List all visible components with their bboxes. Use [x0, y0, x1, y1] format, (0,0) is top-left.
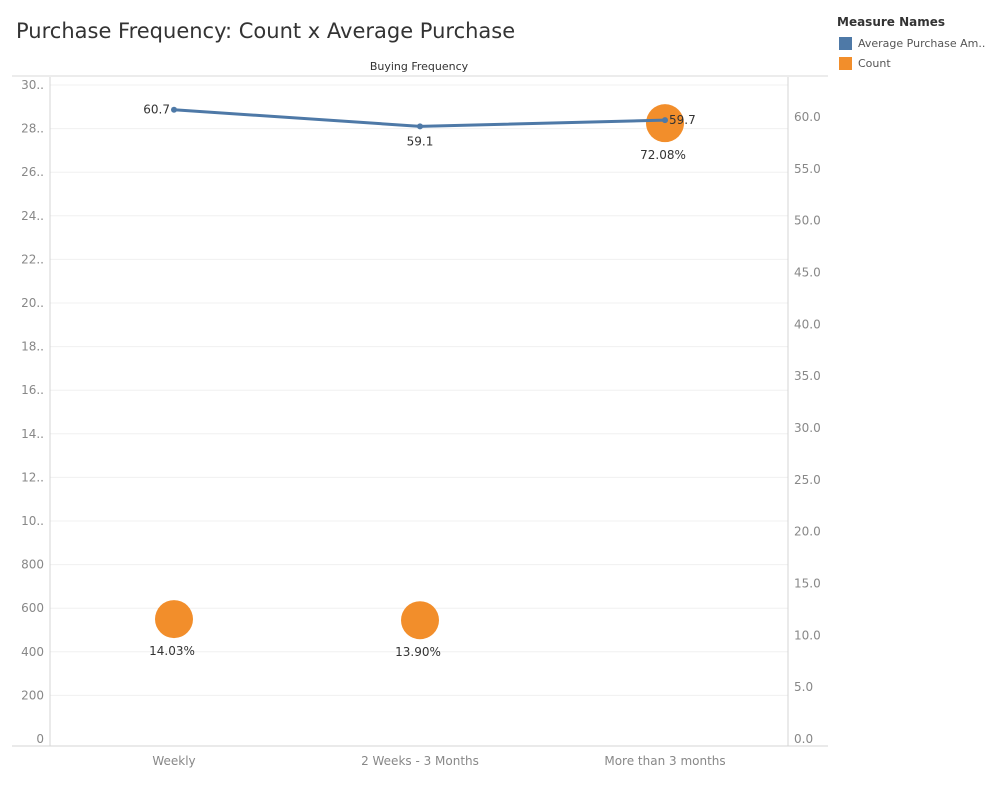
average-purchase-data-label: 59.1 — [407, 134, 434, 148]
count-data-label: 14.03% — [149, 644, 195, 658]
x-axis-category-label: Weekly — [152, 754, 195, 768]
chart-title: Purchase Frequency: Count x Average Purc… — [16, 19, 516, 43]
left-axis-tick-label: 22.. — [21, 252, 44, 266]
x-axis-category-label: More than 3 months — [604, 754, 725, 768]
left-axis-tick-label: 18.. — [21, 340, 44, 354]
column-header-label: Buying Frequency — [370, 60, 469, 73]
average-purchase-point — [662, 117, 668, 124]
count-data-label: 13.90% — [395, 645, 441, 659]
count-circle — [401, 601, 439, 640]
legend: Measure Names Average Purchase Am.. Coun… — [837, 15, 997, 73]
right-axis-tick-label: 60.0 — [794, 110, 821, 124]
right-axis-tick-label: 35.0 — [794, 369, 821, 383]
left-axis-tick-label: 20.. — [21, 296, 44, 310]
left-axis-tick-label: 0 — [36, 732, 44, 746]
left-axis-tick-label: 28.. — [21, 122, 44, 136]
average-purchase-data-label: 60.7 — [143, 103, 170, 117]
legend-swatch-average-purchase — [839, 36, 852, 50]
right-axis-tick-label: 0.0 — [794, 732, 813, 746]
legend-swatch-count — [839, 56, 852, 70]
right-axis-tick-label: 20.0 — [794, 525, 821, 539]
right-axis-tick-label: 5.0 — [794, 680, 813, 694]
average-purchase-point — [417, 123, 423, 130]
legend-item-count[interactable]: Count — [837, 53, 997, 73]
right-axis-tick-label: 10.0 — [794, 628, 821, 642]
left-axis-tick-label: 12.. — [21, 470, 44, 484]
average-purchase-data-label: 59.7 — [669, 113, 696, 127]
legend-label-count: Count — [858, 56, 891, 70]
x-axis-category-label: 2 Weeks - 3 Months — [361, 754, 479, 768]
right-axis-tick-label: 50.0 — [794, 214, 821, 228]
left-axis-tick-label: 800 — [21, 558, 44, 572]
left-axis-tick-label: 30.. — [21, 78, 44, 92]
left-axis-tick-label: 600 — [21, 601, 44, 615]
count-data-label: 72.08% — [640, 148, 686, 162]
right-axis-tick-label: 55.0 — [794, 162, 821, 176]
right-axis-tick-label: 30.0 — [794, 421, 821, 435]
count-circle — [646, 104, 684, 143]
average-purchase-point — [171, 106, 177, 113]
right-axis-tick-label: 40.0 — [794, 317, 821, 331]
right-axis-tick-label: 45.0 — [794, 266, 821, 280]
count-circle — [155, 600, 193, 639]
legend-label-average-purchase: Average Purchase Am.. — [858, 36, 986, 50]
left-axis-tick-label: 400 — [21, 645, 44, 659]
left-axis-tick-label: 14.. — [21, 427, 44, 441]
left-axis-tick-label: 16.. — [21, 383, 44, 397]
left-axis-tick-label: 24.. — [21, 209, 44, 223]
legend-title: Measure Names — [837, 15, 946, 29]
left-axis-tick-label: 200 — [21, 688, 44, 702]
left-axis-tick-label: 10.. — [21, 514, 44, 528]
legend-item-average-purchase[interactable]: Average Purchase Am.. — [837, 33, 997, 53]
right-axis-tick-label: 15.0 — [794, 577, 821, 591]
right-axis-tick-label: 25.0 — [794, 473, 821, 487]
left-axis-tick-label: 26.. — [21, 165, 44, 179]
